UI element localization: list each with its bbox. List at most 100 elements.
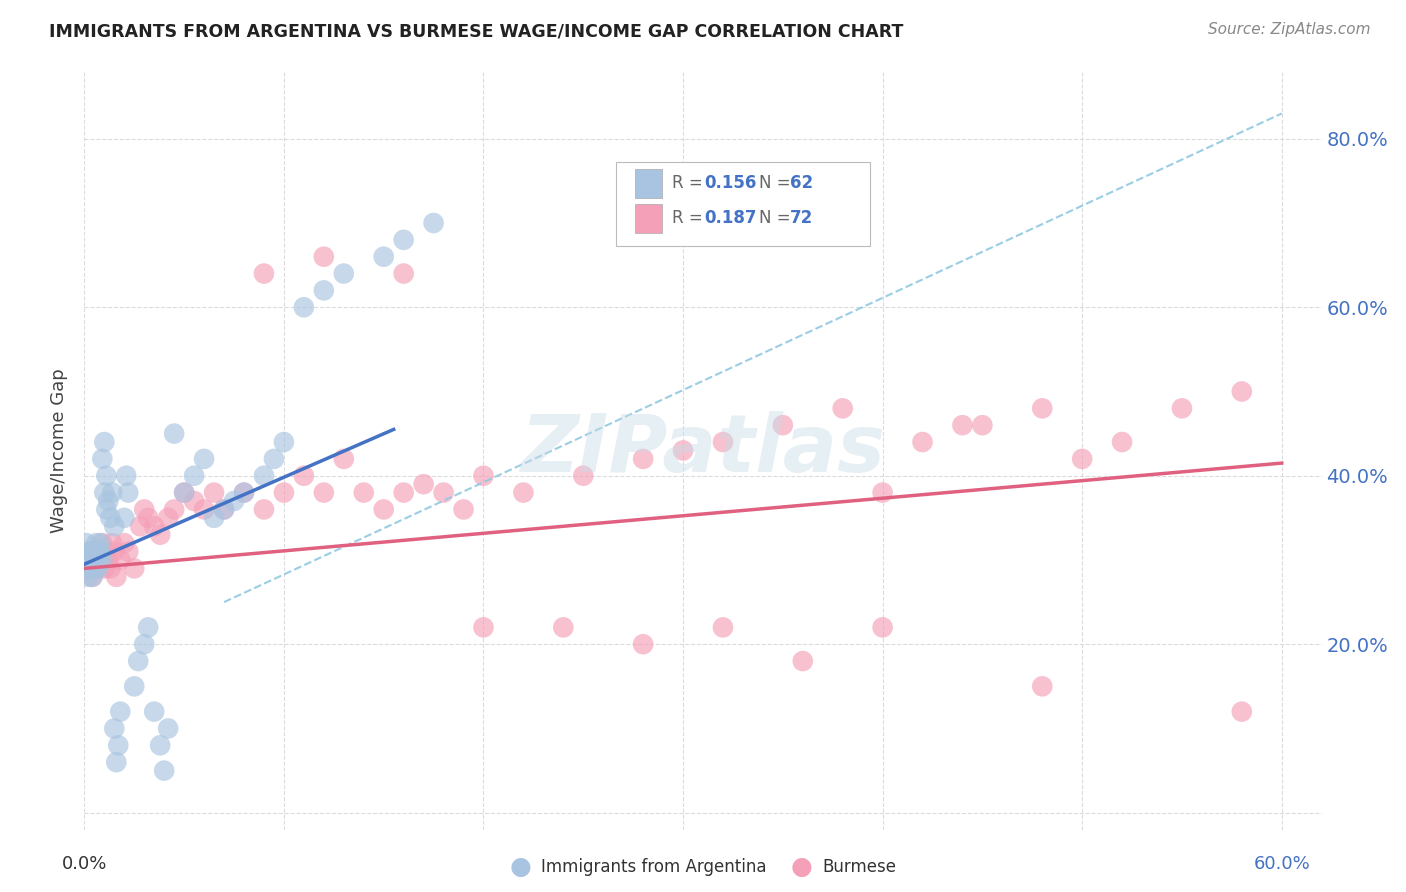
Point — [911, 435, 934, 450]
Point — [127, 654, 149, 668]
Point — [93, 435, 115, 450]
Point — [1111, 435, 1133, 450]
Point — [101, 536, 124, 550]
Point — [103, 544, 125, 558]
Point — [392, 233, 415, 247]
Point — [432, 485, 454, 500]
Point — [101, 485, 124, 500]
Point — [412, 477, 434, 491]
Point — [273, 435, 295, 450]
Point — [91, 536, 114, 550]
Point — [77, 544, 100, 558]
Point — [96, 544, 118, 558]
Point — [122, 679, 145, 693]
Point — [79, 544, 101, 558]
Text: 72: 72 — [790, 209, 813, 227]
Point — [87, 553, 110, 567]
Point — [772, 418, 794, 433]
Point — [122, 561, 145, 575]
Point — [93, 485, 115, 500]
Bar — [636, 204, 662, 233]
Point — [96, 468, 118, 483]
Point — [75, 553, 97, 567]
Point — [173, 485, 195, 500]
Point — [333, 451, 356, 466]
Point — [872, 620, 894, 634]
Point — [193, 451, 215, 466]
Point — [149, 739, 172, 753]
Point — [253, 267, 276, 281]
Point — [312, 284, 335, 298]
Point — [87, 544, 110, 558]
Point — [83, 553, 105, 567]
Point — [77, 570, 100, 584]
Text: Source: ZipAtlas.com: Source: ZipAtlas.com — [1208, 22, 1371, 37]
Point — [972, 418, 994, 433]
Point — [1230, 705, 1253, 719]
Point — [631, 637, 654, 651]
Point — [253, 502, 276, 516]
Text: Burmese: Burmese — [823, 858, 897, 876]
Point — [792, 654, 814, 668]
Text: 60.0%: 60.0% — [1253, 855, 1310, 873]
Text: R =: R = — [672, 209, 709, 227]
Text: 0.156: 0.156 — [704, 174, 756, 192]
Point — [83, 553, 105, 567]
Point — [711, 435, 734, 450]
Point — [98, 511, 121, 525]
Point — [96, 502, 118, 516]
Point — [157, 722, 180, 736]
Text: ZIPatlas: ZIPatlas — [520, 411, 886, 490]
Point — [86, 553, 108, 567]
Point — [77, 561, 100, 575]
Point — [79, 561, 101, 575]
Point — [157, 511, 180, 525]
Point — [373, 502, 395, 516]
Point — [233, 485, 256, 500]
Point — [98, 561, 121, 575]
Point — [183, 468, 205, 483]
Point — [149, 527, 172, 541]
FancyBboxPatch shape — [616, 162, 870, 245]
Text: R =: R = — [672, 174, 709, 192]
Point — [1031, 679, 1053, 693]
Point — [93, 561, 115, 575]
Point — [1031, 401, 1053, 416]
Y-axis label: Wage/Income Gap: Wage/Income Gap — [51, 368, 69, 533]
Point — [117, 544, 139, 558]
Point — [292, 468, 315, 483]
Point — [711, 620, 734, 634]
Point — [212, 502, 235, 516]
Point — [872, 485, 894, 500]
Text: IMMIGRANTS FROM ARGENTINA VS BURMESE WAGE/INCOME GAP CORRELATION CHART: IMMIGRANTS FROM ARGENTINA VS BURMESE WAG… — [49, 22, 904, 40]
Point — [86, 561, 108, 575]
Point — [103, 519, 125, 533]
Point — [115, 468, 138, 483]
Point — [163, 502, 186, 516]
Point — [134, 502, 156, 516]
Point — [512, 485, 534, 500]
Point — [952, 418, 974, 433]
Point — [193, 502, 215, 516]
Point — [117, 485, 139, 500]
Point — [110, 553, 132, 567]
Point — [82, 570, 104, 584]
Point — [353, 485, 375, 500]
Point — [105, 570, 128, 584]
Point — [112, 536, 135, 550]
Point — [233, 485, 256, 500]
Point — [143, 519, 166, 533]
Text: 0.0%: 0.0% — [62, 855, 107, 873]
Point — [392, 485, 415, 500]
Point — [136, 620, 159, 634]
Point — [333, 267, 356, 281]
Point — [91, 553, 114, 567]
Point — [553, 620, 575, 634]
Point — [183, 494, 205, 508]
Point — [105, 755, 128, 769]
Text: N =: N = — [759, 209, 796, 227]
Point — [75, 536, 97, 550]
Point — [79, 544, 101, 558]
Point — [472, 468, 495, 483]
Point — [112, 511, 135, 525]
